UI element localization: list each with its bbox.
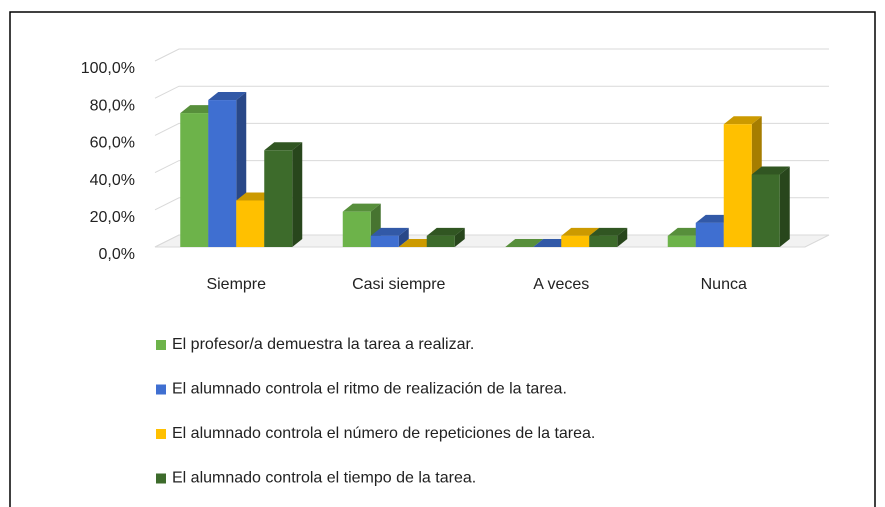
y-tick-label: 40,0% (90, 172, 135, 189)
x-tick-label: Siempre (206, 276, 266, 293)
x-tick-label: Casi siempre (352, 276, 445, 293)
legend-swatch (156, 340, 166, 350)
legend-label: El alumnado controla el ritmo de realiza… (172, 381, 567, 398)
bar (723, 124, 752, 247)
bar (426, 235, 455, 247)
bar-side (617, 227, 628, 247)
bar (236, 200, 265, 247)
bar (667, 235, 696, 247)
bar-top (723, 116, 762, 125)
bar-side (292, 142, 303, 247)
y-tick-label: 60,0% (90, 135, 135, 152)
y-tick-label: 80,0% (90, 97, 135, 114)
legend-swatch (156, 429, 166, 439)
grid-line (154, 48, 829, 62)
y-tick-label: 20,0% (90, 209, 135, 226)
bar-side (779, 166, 790, 247)
grid-line (154, 122, 829, 136)
bar (561, 235, 590, 247)
bar (264, 150, 293, 247)
bar (180, 113, 209, 247)
legend-label: El alumnado controla el número de repeti… (172, 425, 595, 442)
x-tick-label: A veces (533, 276, 589, 293)
bar-top (505, 239, 544, 247)
bar (751, 174, 780, 247)
bar-side (398, 227, 409, 247)
bar (370, 235, 399, 247)
legend-swatch (156, 473, 166, 484)
bar (342, 211, 371, 247)
legend-label: El alumnado controla el tiempo de la tar… (172, 470, 476, 487)
bar (208, 100, 237, 247)
bar-side (454, 227, 465, 247)
bar-top (561, 227, 600, 236)
bar-top (426, 227, 465, 236)
y-tick-label: 100,0% (81, 60, 135, 77)
y-tick-label: 0,0% (99, 246, 135, 263)
bar (589, 235, 618, 247)
bar-top (370, 227, 409, 236)
bar-top (342, 203, 381, 212)
grid-line (154, 197, 829, 211)
bar (695, 222, 724, 247)
bar-top (264, 142, 303, 151)
bar-top (751, 166, 790, 175)
legend-swatch (156, 384, 166, 395)
x-tick-label: Nunca (701, 276, 747, 293)
chart-frame (9, 11, 876, 507)
legend-label: El profesor/a demuestra la tarea a reali… (172, 336, 474, 353)
grid-line (154, 85, 829, 99)
bar-top (589, 227, 628, 236)
grid-line (154, 160, 829, 174)
bar-top (208, 92, 247, 101)
